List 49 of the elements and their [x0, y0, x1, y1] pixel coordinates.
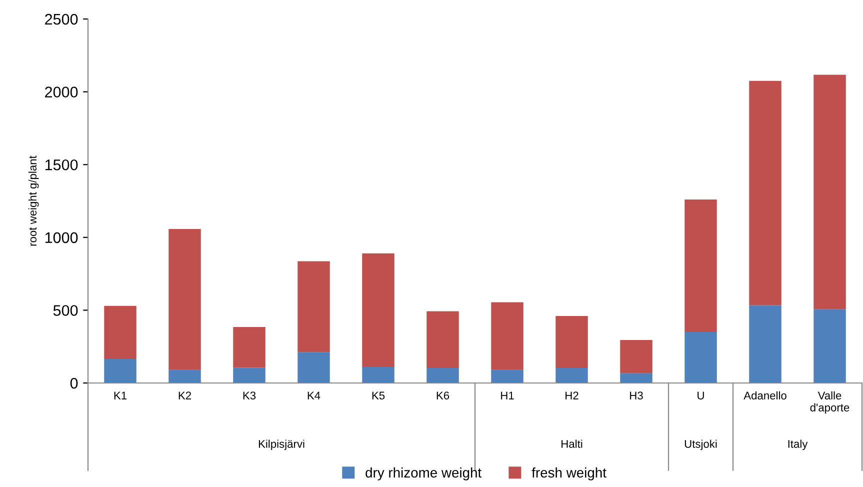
bar	[362, 366, 394, 383]
x-tick-label: H3	[630, 392, 643, 400]
text: Halti	[562, 440, 582, 448]
y-axis-title: root weight g/plant	[28, 156, 39, 246]
bar	[491, 370, 524, 383]
bar	[426, 368, 459, 383]
x-tick-label: K5	[372, 392, 385, 400]
y-tick-label: 1000	[45, 232, 78, 244]
bar	[684, 200, 717, 332]
x-tick-label: U	[698, 392, 704, 400]
bar	[168, 370, 201, 383]
y-tick-label: 500	[53, 305, 78, 316]
bar	[168, 228, 201, 370]
legend-label: fresh weight	[532, 467, 606, 480]
text: Kilpisjärvi	[258, 440, 304, 450]
bar	[556, 368, 588, 383]
x-tick-label: K4	[308, 392, 320, 400]
bar	[362, 253, 394, 367]
x-tick-label: Valle d'aporte	[810, 391, 850, 414]
text: Utsjoki	[684, 440, 717, 450]
bar	[491, 302, 524, 370]
x-tick-label: K1	[114, 392, 127, 400]
y-tick-label: 2500	[45, 14, 78, 25]
bar	[620, 373, 652, 383]
x-tick-label: H1	[501, 392, 514, 400]
bar	[104, 306, 136, 359]
x-tick-label: H2	[566, 392, 578, 400]
legend-label: dry rhizome weight	[366, 467, 482, 480]
x-tick-label: Adanello	[744, 391, 786, 400]
text: Italy	[788, 440, 808, 450]
bar	[233, 368, 266, 383]
bar	[814, 74, 846, 310]
bar	[749, 305, 782, 383]
bar	[620, 340, 652, 374]
x-tick-label: K2	[178, 392, 191, 400]
bar	[556, 316, 588, 368]
bar	[684, 332, 717, 383]
y-tick-label: 0	[70, 378, 78, 389]
bar	[749, 80, 782, 306]
x-tick-label: K6	[436, 392, 450, 400]
bar	[426, 311, 459, 368]
bar	[814, 309, 846, 383]
y-tick-label: 1500	[45, 159, 78, 170]
bar	[233, 326, 266, 368]
y-tick-label: 2000	[45, 86, 78, 98]
bar	[104, 358, 136, 383]
bar	[298, 261, 330, 352]
bar	[298, 352, 330, 383]
x-tick-label: K3	[243, 392, 256, 400]
